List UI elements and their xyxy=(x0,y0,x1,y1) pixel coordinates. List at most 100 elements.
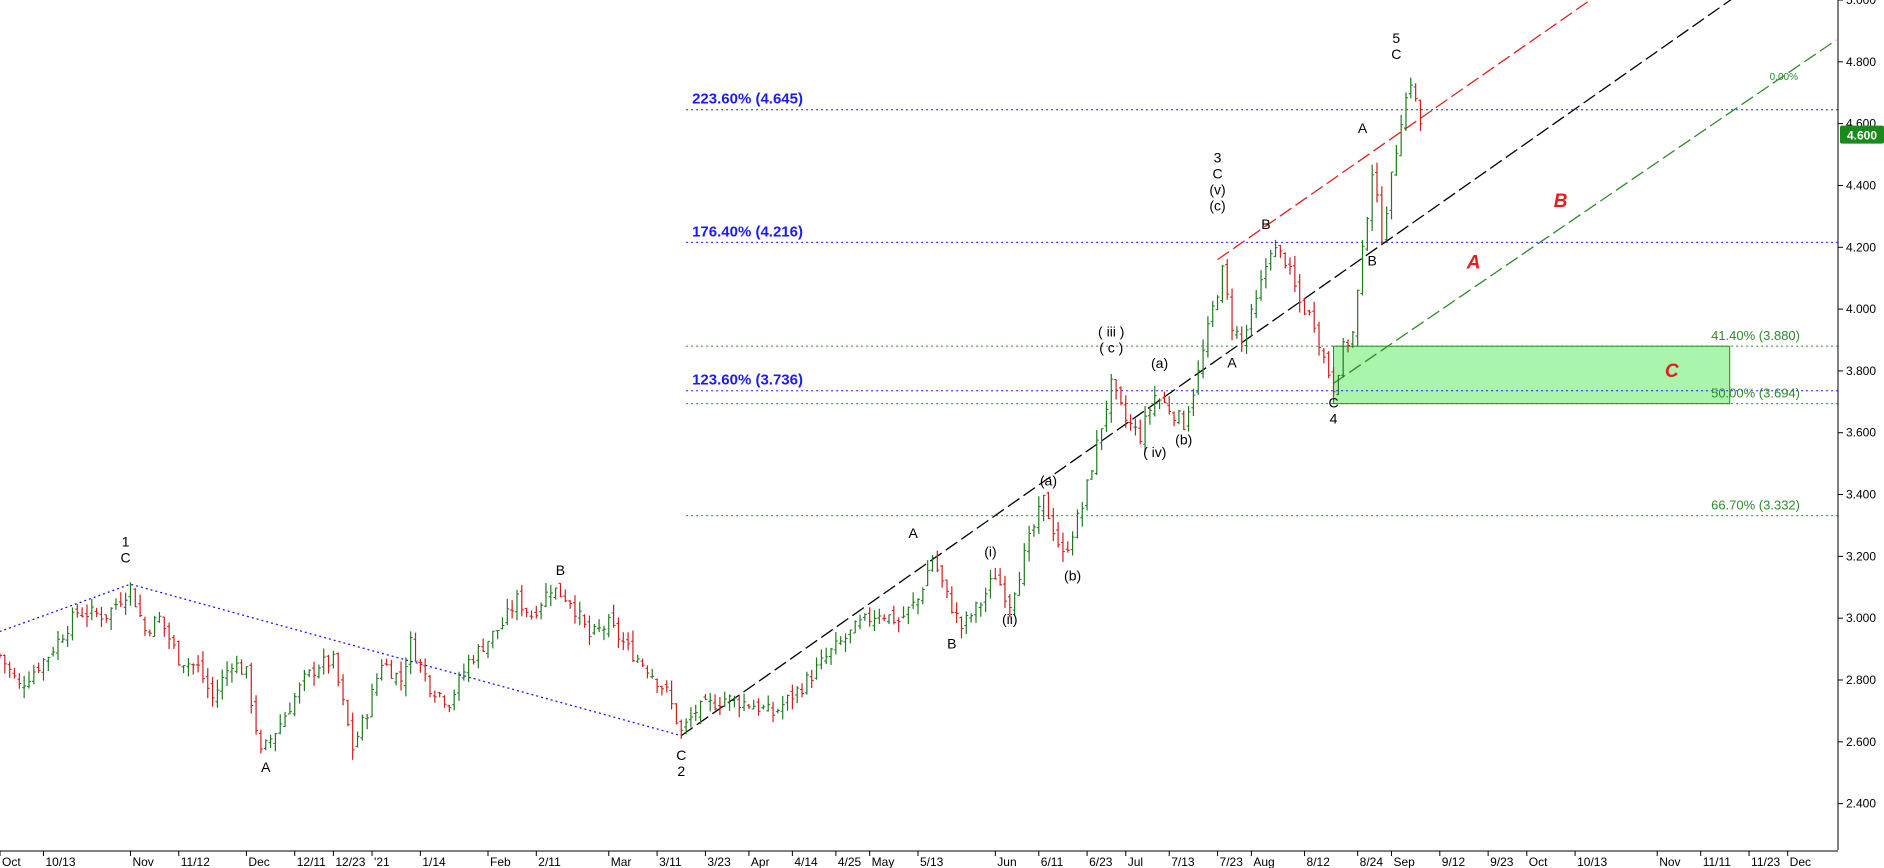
wave-label-line: A xyxy=(1466,253,1481,274)
wave-label-line: (b) xyxy=(1175,432,1192,448)
wave-label-line: 5 xyxy=(1392,30,1400,46)
wave-label-line: B xyxy=(1554,191,1568,212)
wave-label-line: (c) xyxy=(1209,197,1225,213)
y-tick-label: 4.400 xyxy=(1846,178,1876,192)
wave-label: B xyxy=(1261,216,1270,232)
y-tick-label: 3.200 xyxy=(1846,549,1876,563)
wave-label: A xyxy=(908,525,918,541)
target-zone-box xyxy=(1333,345,1731,405)
wave-label-line: C xyxy=(1212,165,1222,181)
target-zone-layer xyxy=(1333,345,1731,405)
x-tick-label: '21 xyxy=(374,855,390,868)
wave-label-line: (i) xyxy=(984,544,996,560)
y-tick-label: 3.000 xyxy=(1846,611,1876,625)
trendline xyxy=(1333,39,1837,384)
x-tick-label: 11/11 xyxy=(1703,855,1732,868)
y-tick-label: 4.000 xyxy=(1846,302,1876,316)
wave-label-line: ( iii ) xyxy=(1098,324,1124,340)
trendlines-layer xyxy=(0,0,1837,737)
wave-label: A xyxy=(1227,354,1237,370)
x-tick-label: Jun xyxy=(997,855,1016,868)
fib-level-label: 176.40% (4.216) xyxy=(692,223,803,240)
wave-label: ( iii )( c ) xyxy=(1098,324,1124,356)
wave-label: (ii) xyxy=(1002,611,1018,627)
x-tick-label: 6/11 xyxy=(1041,855,1064,868)
last-price-badge xyxy=(1840,125,1884,144)
x-tick-label: 3/11 xyxy=(659,855,682,868)
fib-level-label: 123.60% (3.736) xyxy=(692,372,803,389)
wave-label-line: (ii) xyxy=(1002,611,1018,627)
wave-label-line: (a) xyxy=(1040,472,1057,488)
x-tick-label: Sep xyxy=(1393,855,1415,868)
x-tick-label: 7/13 xyxy=(1171,855,1195,868)
x-tick-label: 12/23 xyxy=(335,855,365,868)
x-tick-label: Nov xyxy=(132,855,153,868)
x-tick-label: 9/12 xyxy=(1442,855,1466,868)
x-tick-label: 5/13 xyxy=(920,855,944,868)
fib-level-label: 66.70% (3.332) xyxy=(1711,498,1800,513)
wave-label-line: B xyxy=(1261,216,1270,232)
wave-label-line: A xyxy=(261,759,271,775)
wave-label-line: B xyxy=(1367,252,1376,268)
trendline xyxy=(1217,0,1592,261)
x-tick-label: Aug xyxy=(1253,855,1274,868)
wave-label: (b) xyxy=(1175,432,1192,448)
x-tick-label: 9/23 xyxy=(1490,855,1514,868)
wave-label: C xyxy=(1665,361,1679,382)
y-tick-label: 3.400 xyxy=(1846,488,1876,502)
x-tick-label: 12/11 xyxy=(297,855,326,868)
y-tick-label: 2.600 xyxy=(1846,735,1876,749)
wave-label-line: 2 xyxy=(677,763,685,779)
wave-label-line: A xyxy=(1227,354,1237,370)
wave-label: A xyxy=(261,759,271,775)
wave-label-line: C xyxy=(121,550,131,566)
wave-label: B xyxy=(556,562,565,578)
wave-label-line: 3 xyxy=(1214,149,1222,165)
wave-label: A xyxy=(1358,120,1368,136)
fib-level-label: 50.00% (3.694) xyxy=(1711,386,1800,401)
fib-top-label: 0.00% xyxy=(1770,72,1798,83)
x-tick-label: 2/11 xyxy=(538,855,561,868)
wave-label-line: B xyxy=(556,562,565,578)
x-tick-label: 3/23 xyxy=(707,855,731,868)
wave-label: 3 C (v) (c) xyxy=(1209,149,1225,213)
x-tick-label: Oct xyxy=(2,855,21,868)
wave-label-line: A xyxy=(1358,120,1368,136)
x-tick-label: Mar xyxy=(611,855,632,868)
wave-label: B xyxy=(1367,252,1376,268)
wave-label: (i) xyxy=(984,544,996,560)
wave-label: (b) xyxy=(1064,568,1081,584)
wave-label: B xyxy=(947,636,956,652)
y-tick-label: 4.800 xyxy=(1846,55,1876,69)
y-tick-label: 2.800 xyxy=(1846,673,1876,687)
x-tick-label: 10/13 xyxy=(45,855,75,868)
x-tick-label: Dec xyxy=(248,855,269,868)
wave-label-line: (a) xyxy=(1151,355,1168,371)
x-tick-label: Oct xyxy=(1529,855,1548,868)
y-tick-label: 3.600 xyxy=(1846,426,1876,440)
x-tick-label: 11/12 xyxy=(181,855,210,868)
x-tick-label: Dec xyxy=(1790,855,1811,868)
wave-label-line: 1 xyxy=(122,534,130,550)
wave-label: B xyxy=(1554,191,1568,212)
fib-level-label: 223.60% (4.645) xyxy=(692,91,803,108)
x-tick-label: 1/14 xyxy=(422,855,446,868)
x-tick-label: 6/23 xyxy=(1089,855,1113,868)
wave-label: (a) xyxy=(1151,355,1168,371)
x-tick-label: May xyxy=(872,855,895,868)
x-tick-label: 8/12 xyxy=(1307,855,1331,868)
x-tick-label: 8/24 xyxy=(1360,855,1384,868)
x-tick-label: Apr xyxy=(751,855,770,868)
y-tick-label: 5.000 xyxy=(1846,0,1876,7)
y-tick-label: 3.800 xyxy=(1846,364,1876,378)
trendline xyxy=(680,0,1732,737)
wave-label-line: ( c ) xyxy=(1099,340,1123,356)
wave-label-line: A xyxy=(908,525,918,541)
price-bars-layer xyxy=(0,77,1423,760)
wave-label: A xyxy=(1466,253,1481,274)
